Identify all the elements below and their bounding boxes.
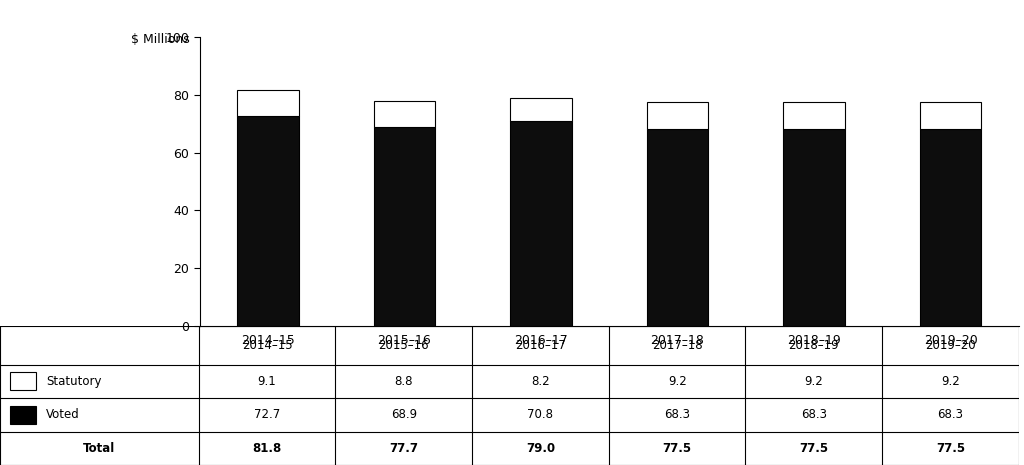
Text: Voted: Voted bbox=[46, 408, 80, 421]
Text: 77.5: 77.5 bbox=[663, 442, 691, 455]
Bar bbox=[783, 102, 845, 129]
Bar bbox=[238, 116, 299, 326]
Text: 8.8: 8.8 bbox=[394, 375, 413, 388]
Text: 70.8: 70.8 bbox=[527, 408, 553, 421]
Text: $ Millions: $ Millions bbox=[131, 33, 189, 46]
Text: 68.3: 68.3 bbox=[938, 408, 964, 421]
Text: 2015–16: 2015–16 bbox=[379, 339, 429, 352]
Bar bbox=[10, 405, 36, 424]
Text: 79.0: 79.0 bbox=[526, 442, 555, 455]
Text: 9.1: 9.1 bbox=[258, 375, 276, 388]
Text: Statutory: Statutory bbox=[46, 375, 101, 388]
Text: 68.3: 68.3 bbox=[665, 408, 690, 421]
Bar bbox=[510, 98, 571, 121]
Text: 68.9: 68.9 bbox=[391, 408, 417, 421]
Text: 68.3: 68.3 bbox=[801, 408, 826, 421]
Text: 2016–17: 2016–17 bbox=[515, 339, 566, 352]
Bar bbox=[374, 127, 435, 326]
Bar bbox=[10, 372, 36, 391]
Text: 77.7: 77.7 bbox=[389, 442, 418, 455]
Text: 72.7: 72.7 bbox=[254, 408, 281, 421]
Bar bbox=[647, 129, 709, 326]
Bar bbox=[374, 101, 435, 127]
Text: 81.8: 81.8 bbox=[252, 442, 282, 455]
Bar bbox=[647, 102, 709, 129]
Text: 77.5: 77.5 bbox=[936, 442, 965, 455]
Text: 8.2: 8.2 bbox=[531, 375, 550, 388]
Bar bbox=[783, 129, 845, 326]
Bar bbox=[920, 129, 981, 326]
Text: 2018–19: 2018–19 bbox=[788, 339, 839, 352]
Text: 9.2: 9.2 bbox=[805, 375, 823, 388]
Text: 2014–15: 2014–15 bbox=[242, 339, 292, 352]
Text: 2017–18: 2017–18 bbox=[652, 339, 702, 352]
Text: 9.2: 9.2 bbox=[668, 375, 686, 388]
Text: Total: Total bbox=[83, 442, 116, 455]
Bar bbox=[238, 90, 299, 116]
Text: 77.5: 77.5 bbox=[800, 442, 828, 455]
Bar bbox=[920, 102, 981, 129]
Text: 2019–20: 2019–20 bbox=[926, 339, 976, 352]
Bar bbox=[510, 121, 571, 326]
Text: 9.2: 9.2 bbox=[941, 375, 959, 388]
